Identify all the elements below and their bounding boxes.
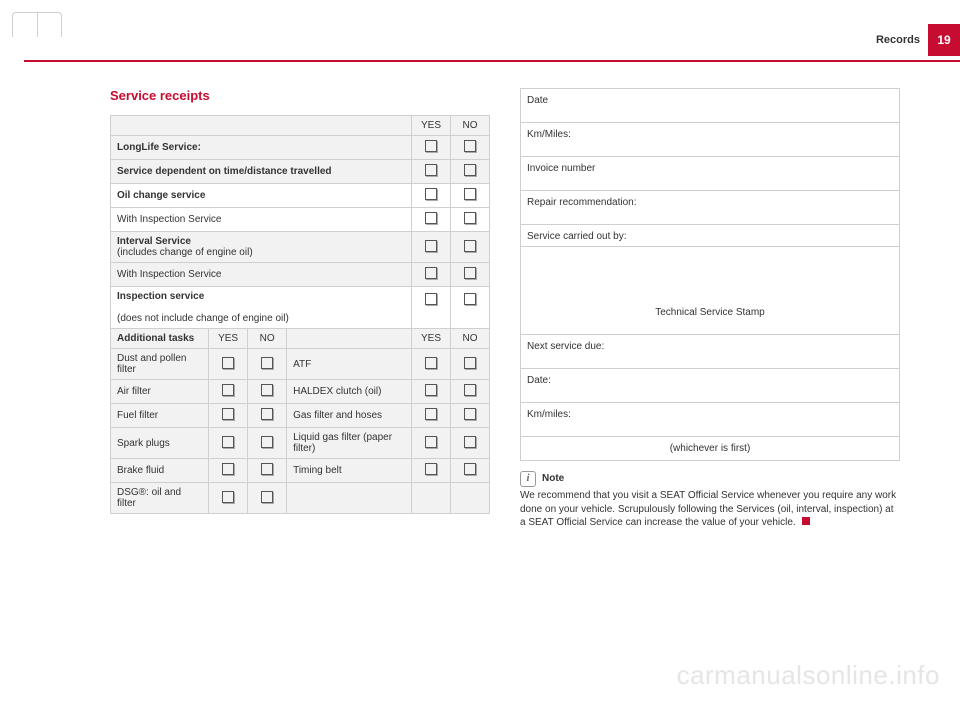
additional-tasks-title: Additional tasks bbox=[111, 329, 209, 349]
row-interval: Interval Service (includes change of eng… bbox=[111, 232, 412, 263]
col-yes: YES bbox=[412, 329, 451, 349]
checkbox[interactable] bbox=[425, 408, 437, 420]
interval-label: Interval Service bbox=[117, 236, 191, 247]
col-yes: YES bbox=[209, 329, 248, 349]
checkbox[interactable] bbox=[425, 188, 437, 200]
checkbox[interactable] bbox=[425, 164, 437, 176]
service-table: YES NO LongLife Service: Service depende… bbox=[110, 115, 490, 514]
field-km2: Km/miles: bbox=[521, 403, 900, 437]
addl-item: ATF bbox=[287, 349, 412, 380]
field-carried: Service carried out by: bbox=[521, 225, 900, 247]
checkbox[interactable] bbox=[425, 140, 437, 152]
inspection-sub: (does not include change of engine oil) bbox=[117, 313, 289, 324]
row-with-inspection-1: With Inspection Service bbox=[111, 208, 412, 232]
checkbox[interactable] bbox=[425, 436, 437, 448]
col-no: NO bbox=[248, 329, 287, 349]
checkbox[interactable] bbox=[425, 212, 437, 224]
page-number-badge: 19 bbox=[928, 24, 960, 56]
field-repair: Repair recommendation: bbox=[521, 191, 900, 225]
row-inspection: Inspection service (does not include cha… bbox=[111, 287, 412, 329]
checkbox[interactable] bbox=[261, 408, 273, 420]
note-label: Note bbox=[542, 472, 564, 486]
checkbox[interactable] bbox=[222, 463, 234, 475]
checkbox[interactable] bbox=[464, 188, 476, 200]
checkbox[interactable] bbox=[425, 463, 437, 475]
checkbox[interactable] bbox=[464, 267, 476, 279]
checkbox[interactable] bbox=[261, 384, 273, 396]
field-date2: Date: bbox=[521, 369, 900, 403]
left-column: Service receipts YES NO LongLife Service… bbox=[110, 88, 490, 530]
field-date: Date bbox=[521, 89, 900, 123]
service-record-table: Date Km/Miles: Invoice number Repair rec… bbox=[520, 88, 900, 461]
checkbox[interactable] bbox=[464, 408, 476, 420]
inspection-label: Inspection service bbox=[117, 291, 204, 302]
checkbox[interactable] bbox=[261, 491, 273, 503]
col-yes: YES bbox=[412, 116, 451, 136]
header-rule bbox=[24, 60, 960, 62]
addl-item: Gas filter and hoses bbox=[287, 404, 412, 428]
section-label: Records bbox=[876, 34, 920, 46]
checkbox[interactable] bbox=[464, 357, 476, 369]
row-longlife: LongLife Service: bbox=[111, 136, 412, 160]
checkbox[interactable] bbox=[222, 384, 234, 396]
checkbox[interactable] bbox=[261, 463, 273, 475]
checkbox[interactable] bbox=[464, 240, 476, 252]
checkbox[interactable] bbox=[425, 267, 437, 279]
field-next: Next service due: bbox=[521, 335, 900, 369]
field-km: Km/Miles: bbox=[521, 123, 900, 157]
checkbox[interactable] bbox=[222, 491, 234, 503]
checkbox[interactable] bbox=[425, 357, 437, 369]
addl-item: DSG®: oil and filter bbox=[111, 483, 209, 514]
addl-item: HALDEX clutch (oil) bbox=[287, 380, 412, 404]
addl-item: Liquid gas filter (paper filter) bbox=[287, 428, 412, 459]
checkbox[interactable] bbox=[261, 357, 273, 369]
note-block: i Note We recommend that you visit a SEA… bbox=[520, 471, 900, 530]
checkbox[interactable] bbox=[464, 384, 476, 396]
row-oil-change: Oil change service bbox=[111, 184, 412, 208]
checkbox[interactable] bbox=[425, 240, 437, 252]
addl-item: Air filter bbox=[111, 380, 209, 404]
checkbox[interactable] bbox=[261, 436, 273, 448]
interval-sub: (includes change of engine oil) bbox=[117, 247, 253, 258]
addl-item: Dust and pollen filter bbox=[111, 349, 209, 380]
checkbox[interactable] bbox=[464, 463, 476, 475]
right-column: Date Km/Miles: Invoice number Repair rec… bbox=[520, 88, 900, 530]
top-tabs bbox=[12, 12, 62, 37]
checkbox[interactable] bbox=[222, 436, 234, 448]
checkbox[interactable] bbox=[464, 140, 476, 152]
end-marker-icon bbox=[802, 517, 810, 525]
checkbox[interactable] bbox=[464, 164, 476, 176]
checkbox[interactable] bbox=[222, 408, 234, 420]
addl-item: Brake fluid bbox=[111, 459, 209, 483]
checkbox[interactable] bbox=[222, 357, 234, 369]
addl-item: Timing belt bbox=[287, 459, 412, 483]
watermark: carmanualsonline.info bbox=[677, 660, 940, 691]
addl-item: Fuel filter bbox=[111, 404, 209, 428]
col-no: NO bbox=[451, 329, 490, 349]
checkbox[interactable] bbox=[464, 293, 476, 305]
checkbox[interactable] bbox=[425, 293, 437, 305]
info-icon: i bbox=[520, 471, 536, 487]
checkbox[interactable] bbox=[464, 212, 476, 224]
field-invoice: Invoice number bbox=[521, 157, 900, 191]
row-with-inspection-2: With Inspection Service bbox=[111, 263, 412, 287]
col-no: NO bbox=[451, 116, 490, 136]
field-whichever: (whichever is first) bbox=[521, 437, 900, 461]
additional-tasks-table: Additional tasks YES NO YES NO Dust and … bbox=[111, 329, 489, 513]
note-body: We recommend that you visit a SEAT Offic… bbox=[520, 490, 896, 528]
field-stamp: Technical Service Stamp bbox=[521, 247, 900, 335]
checkbox[interactable] bbox=[464, 436, 476, 448]
section-title: Service receipts bbox=[110, 88, 490, 103]
addl-item: Spark plugs bbox=[111, 428, 209, 459]
checkbox[interactable] bbox=[425, 384, 437, 396]
row-service-dependent: Service dependent on time/distance trave… bbox=[111, 160, 412, 184]
